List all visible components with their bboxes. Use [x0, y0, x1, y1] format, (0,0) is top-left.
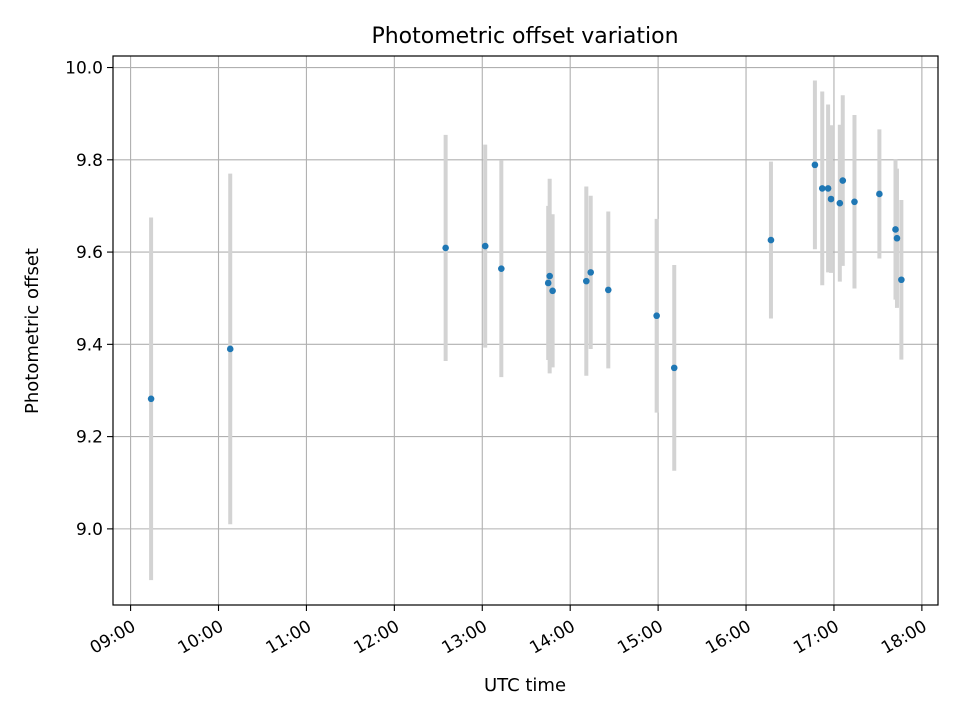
data-point	[653, 312, 660, 320]
data-point	[892, 226, 899, 233]
data-point	[893, 234, 901, 242]
data-point	[824, 185, 832, 192]
y-tick-label: 9.4	[76, 335, 103, 355]
data-point	[546, 272, 553, 280]
data-point	[898, 276, 905, 284]
plot-area	[113, 56, 938, 605]
plot-frame	[112, 55, 939, 606]
data-point	[147, 395, 155, 403]
data-point	[583, 277, 590, 285]
data-point	[442, 244, 449, 252]
data-points	[147, 161, 905, 403]
data-point	[604, 286, 612, 294]
data-point	[498, 265, 505, 272]
data-point	[549, 287, 556, 295]
x-axis-label: UTC time	[484, 675, 566, 696]
data-point	[481, 242, 489, 250]
data-point	[670, 364, 678, 372]
data-point	[544, 279, 552, 287]
y-tick-label: 9.0	[76, 520, 103, 540]
data-point	[587, 269, 595, 276]
data-point	[836, 199, 844, 207]
data-point	[811, 161, 819, 169]
data-point	[876, 190, 883, 198]
data-point	[226, 345, 234, 353]
data-point	[818, 185, 826, 192]
data-point	[839, 177, 847, 184]
y-tick-label: 9.6	[76, 243, 103, 263]
y-tick-label: 10.0	[65, 59, 103, 79]
y-tick-label: 9.2	[76, 428, 103, 448]
data-point	[767, 236, 775, 244]
chart-title: Photometric offset variation	[371, 24, 678, 49]
y-axis-label: Photometric offset	[22, 248, 43, 414]
data-point	[827, 195, 835, 203]
y-tick-label: 9.8	[76, 151, 103, 171]
data-point	[851, 198, 858, 206]
